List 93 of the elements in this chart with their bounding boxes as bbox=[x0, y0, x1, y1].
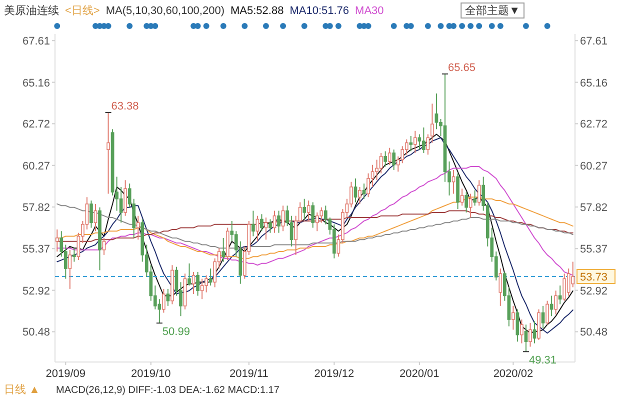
candlestick bbox=[68, 249, 72, 290]
candlestick bbox=[55, 228, 59, 252]
y-tick-label: 65.16 bbox=[22, 77, 50, 90]
y2-tick-label: 57.82 bbox=[580, 202, 608, 214]
candlestick bbox=[392, 149, 396, 170]
candlestick bbox=[528, 322, 532, 348]
y-tick-label: 57.82 bbox=[22, 202, 50, 214]
candlestick bbox=[520, 319, 524, 344]
y-tick-label: 55.37 bbox=[22, 244, 50, 256]
candlestick bbox=[196, 271, 200, 296]
candlestick bbox=[512, 305, 515, 330]
y-tick-label: 52.92 bbox=[22, 285, 50, 298]
text: MA5:52.88 bbox=[230, 5, 284, 17]
annotation: 63.38 bbox=[111, 100, 139, 113]
candlestick bbox=[222, 237, 226, 262]
candlestick bbox=[208, 268, 212, 286]
candlestick bbox=[524, 324, 528, 352]
candlestick bbox=[124, 180, 128, 216]
text: 日线 ▲ bbox=[4, 383, 40, 396]
candlestick bbox=[460, 188, 464, 206]
candlestick bbox=[252, 210, 255, 237]
candlestick bbox=[354, 178, 358, 203]
candlestick bbox=[464, 192, 468, 213]
candlestick bbox=[413, 130, 417, 154]
candlestick bbox=[554, 290, 558, 315]
y2-tick-label: 50.48 bbox=[580, 326, 608, 339]
candlestick bbox=[358, 186, 362, 204]
candlestick bbox=[188, 262, 191, 286]
candlestick bbox=[430, 103, 434, 144]
y2-tick-label: 52.92 bbox=[580, 285, 608, 298]
candlestick bbox=[136, 215, 140, 240]
candlestick bbox=[320, 206, 324, 224]
candlestick bbox=[306, 200, 310, 222]
annotation: 50.99 bbox=[162, 326, 190, 338]
chart-title: 美原油连续 bbox=[4, 4, 59, 17]
text: <日线> bbox=[65, 4, 100, 17]
text: MACD(26,12,9) DIFF:-1.03 DEA:-1.62 MACD:1.17 bbox=[56, 385, 280, 396]
y2-tick-label: 67.61 bbox=[580, 36, 608, 48]
candlestick bbox=[375, 159, 378, 181]
y-tick-label: 62.72 bbox=[22, 118, 50, 131]
candlestick bbox=[366, 172, 370, 198]
candlestick bbox=[281, 205, 285, 232]
candlestick bbox=[119, 186, 123, 224]
candlestick bbox=[162, 288, 166, 314]
candlestick bbox=[434, 92, 438, 130]
candlestick bbox=[562, 273, 566, 302]
candlestick bbox=[477, 180, 481, 206]
x-tick-label: 2019/11 bbox=[229, 368, 268, 380]
candlestick bbox=[541, 305, 545, 329]
annotation: 49.31 bbox=[528, 354, 557, 367]
ref-line-label: 53.73 bbox=[580, 272, 608, 284]
candlestick bbox=[166, 288, 170, 306]
x-tick-label: 2019/12 bbox=[314, 368, 354, 380]
candlestick bbox=[452, 169, 456, 194]
candlestick bbox=[409, 135, 413, 152]
text: MA30 bbox=[355, 5, 384, 17]
candlestick bbox=[277, 210, 280, 234]
y2-tick-label: 60.27 bbox=[580, 160, 608, 172]
x-tick-label: 2020/01 bbox=[400, 368, 440, 380]
y-tick-label: 67.61 bbox=[22, 36, 50, 48]
y2-tick-label: 65.16 bbox=[580, 77, 608, 90]
candlestick bbox=[90, 200, 93, 228]
candlestick bbox=[204, 274, 208, 293]
x-tick-label: 2019/09 bbox=[46, 368, 86, 380]
text: 全部主题▼ bbox=[465, 4, 520, 17]
candlestick bbox=[315, 212, 319, 232]
text: MA10:51.76 bbox=[290, 5, 350, 17]
candlestick bbox=[72, 248, 76, 262]
candlestick bbox=[311, 202, 315, 228]
annotation: 65.65 bbox=[448, 62, 476, 74]
x-tick-label: 2020/02 bbox=[493, 368, 534, 380]
y-tick-label: 60.27 bbox=[22, 160, 50, 172]
candlestick bbox=[418, 134, 422, 150]
text: MA(5,10,30,60,100,200) bbox=[106, 5, 224, 17]
candlestick bbox=[200, 278, 204, 300]
candlestick bbox=[558, 285, 562, 305]
candlestick bbox=[468, 193, 472, 218]
x-tick-label: 2019/10 bbox=[131, 368, 171, 380]
candlestick bbox=[264, 217, 268, 240]
candlestick bbox=[388, 147, 392, 166]
candlestick bbox=[268, 218, 272, 234]
y2-tick-label: 62.72 bbox=[580, 118, 608, 131]
candlestick bbox=[158, 298, 162, 324]
candlestick bbox=[498, 268, 502, 306]
y2-tick-label: 55.37 bbox=[580, 244, 608, 256]
y-tick-label: 50.48 bbox=[22, 326, 50, 339]
candlestick bbox=[400, 146, 404, 164]
candlestick bbox=[302, 198, 306, 220]
candlestick bbox=[260, 214, 264, 232]
candlestick bbox=[546, 300, 549, 326]
candlestick bbox=[473, 190, 477, 206]
candlestick bbox=[384, 150, 388, 168]
candlestick bbox=[566, 268, 570, 296]
